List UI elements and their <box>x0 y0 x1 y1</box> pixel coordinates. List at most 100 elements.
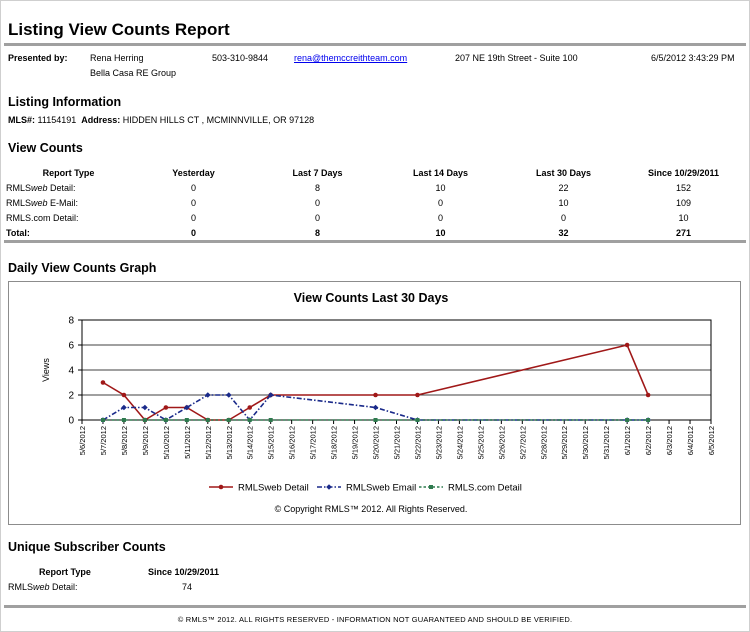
x-tick-label: 5/28/2012 <box>539 426 548 459</box>
x-tick-label: 5/18/2012 <box>330 426 339 459</box>
data-point <box>429 485 433 489</box>
cell-value: 10 <box>435 182 446 193</box>
cell-value: 0 <box>190 182 196 193</box>
graph-heading: Daily View Counts Graph <box>8 261 157 275</box>
x-tick-label: 5/15/2012 <box>267 426 276 459</box>
row-label: RMLSweb Detail: <box>6 182 76 193</box>
data-point <box>226 418 231 422</box>
cell-value: 152 <box>675 182 692 193</box>
mls-label: MLS#: <box>8 115 35 125</box>
x-tick-label: 5/20/2012 <box>372 426 381 459</box>
x-tick-label: 5/17/2012 <box>309 426 318 459</box>
x-tick-label: 5/31/2012 <box>602 426 611 459</box>
column-header: Last 7 Days <box>292 168 343 178</box>
x-tick-label: 5/14/2012 <box>246 426 255 459</box>
series-group <box>100 418 651 422</box>
page-footer: © RMLS™ 2012. ALL RIGHTS RESERVED - INFO… <box>177 615 573 624</box>
x-tick-label: 5/13/2012 <box>225 426 234 459</box>
listing-info-line: MLS#: 11154191 Address: HIDDEN HILLS CT … <box>8 115 314 125</box>
x-tick-label: 5/27/2012 <box>518 426 527 459</box>
presented-by-label: Presented by: <box>8 53 68 63</box>
y-tick-label: 6 <box>68 341 74 352</box>
address-label: Address: <box>81 115 121 125</box>
column-header: Yesterday <box>172 168 215 178</box>
row-label: RMLSweb Detail: <box>8 582 78 592</box>
cell-value: 0 <box>314 212 320 223</box>
x-tick-label: 5/29/2012 <box>560 426 569 459</box>
x-tick-label: 5/25/2012 <box>476 426 485 459</box>
legend-item: RMLSweb Detail <box>209 483 309 494</box>
cell-value: 0 <box>190 197 196 208</box>
x-tick-label: 5/11/2012 <box>183 426 192 459</box>
table-row: RMLSweb Detail: 0 8 10 22 152 <box>6 180 742 195</box>
total-value: 32 <box>558 227 569 238</box>
cell-value: 0 <box>437 212 443 223</box>
column-header: Last 30 Days <box>535 168 592 178</box>
x-axis-ticks: 5/6/2012 5/7/2012 5/8/2012 5/9/2012 5/10/201… <box>78 420 716 459</box>
report-datetime: 6/5/2012 3:43:29 PM <box>651 53 735 63</box>
data-point <box>100 418 105 422</box>
x-tick-label: 5/19/2012 <box>351 426 360 459</box>
x-tick-label: 5/23/2012 <box>434 426 443 459</box>
presenter-phone: 503-310-9844 <box>212 53 269 63</box>
y-axis-label: Views <box>41 358 51 382</box>
x-tick-label: 5/30/2012 <box>581 426 590 459</box>
data-point <box>267 392 274 398</box>
data-point <box>268 418 273 422</box>
report-title: Listing View Counts Report <box>8 20 230 39</box>
legend-label: RMLS.com Detail <box>448 483 522 494</box>
cell-value: 0 <box>314 197 320 208</box>
x-tick-label: 5/26/2012 <box>497 426 506 459</box>
data-point <box>121 418 126 422</box>
table-header-row: Report Type Yesterday Last 7 Days Last 1… <box>6 166 742 180</box>
data-point <box>163 405 169 410</box>
cell-value: 10 <box>678 212 689 223</box>
presenter-email-link[interactable]: rena@themccreithteam.com <box>294 53 408 63</box>
legend-label: RMLSweb Detail <box>238 483 309 494</box>
data-point <box>121 392 127 398</box>
view-counts-heading: View Counts <box>8 141 83 155</box>
data-point <box>163 418 168 422</box>
data-point <box>184 418 189 422</box>
presenter-name: Rena Herring <box>90 53 144 63</box>
chart-series <box>100 342 651 423</box>
x-tick-label: 5/9/2012 <box>141 426 150 455</box>
chart-title: View Counts Last 30 Days <box>294 291 449 305</box>
data-point <box>415 392 420 398</box>
row-label: RMLS.com Detail: <box>6 212 79 223</box>
y-tick-label: 4 <box>68 366 74 377</box>
cell-value: 8 <box>314 182 320 193</box>
cell-value: 74 <box>182 582 193 592</box>
x-tick-label: 5/24/2012 <box>455 426 464 459</box>
view-counts-table: Report Type Yesterday Last 7 Days Last 1… <box>6 166 742 240</box>
x-tick-label: 6/2/2012 <box>644 426 653 455</box>
data-point <box>205 392 211 398</box>
listing-info-heading: Listing Information <box>8 95 122 109</box>
y-tick-label: 2 <box>68 391 74 402</box>
legend-label: RMLSweb Email <box>346 483 416 494</box>
cell-value: 0 <box>437 197 443 208</box>
x-tick-label: 5/16/2012 <box>288 426 297 459</box>
data-point <box>225 392 232 398</box>
legend-item: RMLS.com Detail <box>419 483 522 494</box>
cell-value: 0 <box>560 212 566 223</box>
data-point <box>645 392 651 398</box>
total-row: Total: 0 8 10 32 271 <box>6 225 742 240</box>
data-point <box>624 342 630 348</box>
x-tick-label: 5/6/2012 <box>78 426 87 455</box>
chart-legend: RMLSweb Detail RMLSweb Email RMLS.com Deta… <box>209 483 522 494</box>
total-value: 0 <box>190 227 196 238</box>
presenter-company: Bella Casa RE Group <box>90 68 177 78</box>
data-point <box>100 380 106 385</box>
mls-number: 11154191 <box>37 115 77 125</box>
data-point <box>372 404 379 411</box>
cell-value: 10 <box>558 197 569 208</box>
column-header: Report Type <box>39 567 91 577</box>
data-point <box>415 418 420 422</box>
footer-divider <box>4 605 746 608</box>
unique-subscriber-heading: Unique Subscriber Counts <box>8 540 166 554</box>
data-point <box>326 484 332 490</box>
view-counts-chart: View Counts Last 30 Days Views 0 2 4 6 8 5/6… <box>41 291 716 514</box>
x-tick-label: 5/7/2012 <box>99 426 108 455</box>
chart-container: View Counts Last 30 Days Views 0 2 4 6 8 5/6… <box>8 281 741 525</box>
